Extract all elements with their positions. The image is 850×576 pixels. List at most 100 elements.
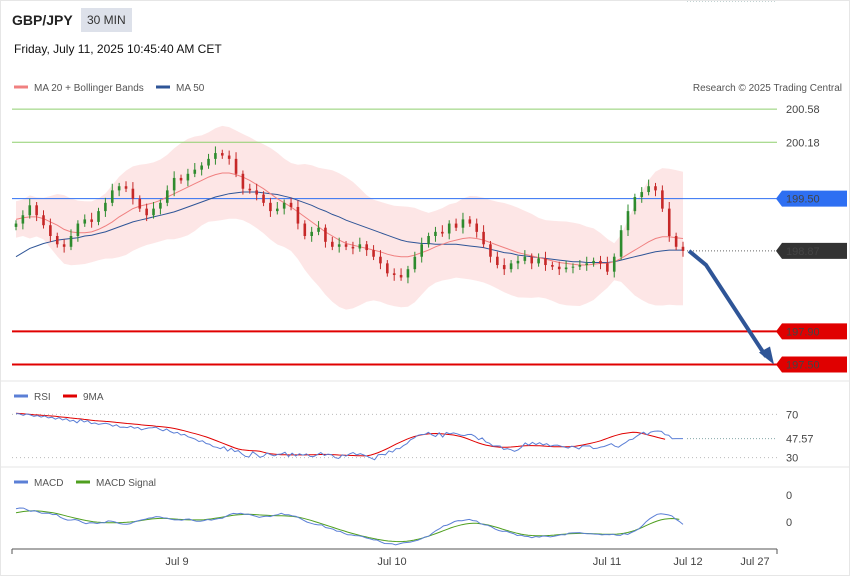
candle-body <box>262 194 265 203</box>
candle-body <box>427 236 430 245</box>
ma20-line <box>15 172 684 266</box>
candle-body <box>399 274 403 278</box>
support-label-bg <box>776 356 847 373</box>
candle-body <box>104 202 107 212</box>
candle-body <box>186 173 190 181</box>
candle-body <box>667 208 671 236</box>
candle-body <box>55 236 59 245</box>
x-tick-label: Jul 10 <box>377 556 406 568</box>
candle-body <box>434 231 437 236</box>
rsi-ma-line <box>15 412 666 457</box>
candle-body <box>241 173 245 189</box>
legend-rsi-label: RSI <box>34 392 51 403</box>
candle-body <box>317 227 320 232</box>
candle-body <box>124 186 128 189</box>
legend-macd-label: MACD <box>34 478 63 489</box>
candle-body <box>275 208 279 212</box>
candle-body <box>110 190 114 203</box>
candle-body <box>681 246 685 251</box>
candle-body <box>537 258 540 264</box>
candle-body <box>379 256 382 264</box>
candle-body <box>475 223 479 232</box>
candle-body <box>468 219 472 224</box>
candle-body <box>516 260 520 264</box>
candle-body <box>640 192 644 198</box>
candle-body <box>200 165 203 170</box>
candle-body <box>207 158 210 166</box>
support-label: 197.90 <box>786 326 820 338</box>
x-tick-label: Jul 11 <box>593 556 622 568</box>
candle-body <box>633 197 637 212</box>
chart-header: GBP/JPY 30 MIN Friday, July 11, 2025 10:… <box>1 1 849 71</box>
forecast-arrow-head <box>759 346 774 365</box>
candle-body <box>461 219 465 228</box>
rsi-line <box>15 413 683 461</box>
support-label: 197.50 <box>786 360 820 372</box>
candle-body <box>172 177 176 191</box>
candle-body <box>482 231 485 245</box>
candle-body <box>97 211 100 222</box>
candle-body <box>392 273 396 275</box>
candle-body <box>592 260 595 264</box>
candle-body <box>76 223 80 236</box>
candle-body <box>523 256 527 261</box>
candle-body <box>496 256 499 266</box>
candle-body <box>42 215 45 226</box>
candle-body <box>654 186 657 191</box>
candle-body <box>489 244 492 257</box>
x-tick-label: Jul 27 <box>740 556 769 568</box>
resistance-label: 200.58 <box>786 104 820 116</box>
candle-body <box>585 263 589 266</box>
candle-body <box>14 223 18 227</box>
candle-body <box>612 256 616 272</box>
macd-signal-line <box>15 510 680 543</box>
candle-body <box>454 223 458 228</box>
last-price-label-bg <box>776 242 847 259</box>
candle-body <box>296 206 300 224</box>
candle-body <box>269 202 272 212</box>
macd-line <box>15 507 684 546</box>
candle-body <box>69 236 73 247</box>
rsi-tick-label: 70 <box>786 409 798 421</box>
pivot-label: 199.50 <box>786 194 820 206</box>
candle-body <box>152 208 155 216</box>
candle-body <box>179 177 183 181</box>
candle-body <box>145 208 148 216</box>
candle-body <box>571 266 575 268</box>
candle-body <box>234 158 238 174</box>
candle-body <box>661 190 664 209</box>
candle-body <box>578 265 582 267</box>
candle-body <box>599 260 602 264</box>
candle-body <box>447 223 451 234</box>
candle-body <box>159 202 162 209</box>
datetime-label: Friday, July 11, 2025 10:45:40 AM CET <box>14 42 222 56</box>
symbol-title: GBP/JPY <box>12 12 73 28</box>
candle-body <box>331 241 334 247</box>
candle-body <box>21 215 25 224</box>
candle-body <box>117 186 121 191</box>
x-tick-label: Jul 12 <box>673 556 702 568</box>
candle-body <box>310 231 313 236</box>
candle-body <box>647 186 650 193</box>
candle-body <box>337 244 341 247</box>
candle-body <box>551 265 554 267</box>
candle-body <box>28 205 32 216</box>
legend-macd-signal-label: MACD Signal <box>96 478 156 489</box>
candle-body <box>674 236 678 247</box>
candle-body <box>324 227 327 242</box>
candle-body <box>557 266 561 270</box>
candle-body <box>303 223 307 236</box>
candle-body <box>420 244 424 257</box>
macd-tick-label: 0 <box>786 517 792 529</box>
rsi-last-label: 47.57 <box>786 434 814 446</box>
forecast-arrow-line <box>687 249 768 358</box>
pivot-label-bg <box>776 190 847 207</box>
candle-body <box>193 169 197 174</box>
candle-body <box>90 219 93 222</box>
candle-body <box>358 244 362 249</box>
timeframe-badge[interactable]: 30 MIN <box>81 8 132 32</box>
candle-body <box>626 211 630 231</box>
bollinger-band <box>16 125 683 310</box>
candle-body <box>502 265 506 270</box>
